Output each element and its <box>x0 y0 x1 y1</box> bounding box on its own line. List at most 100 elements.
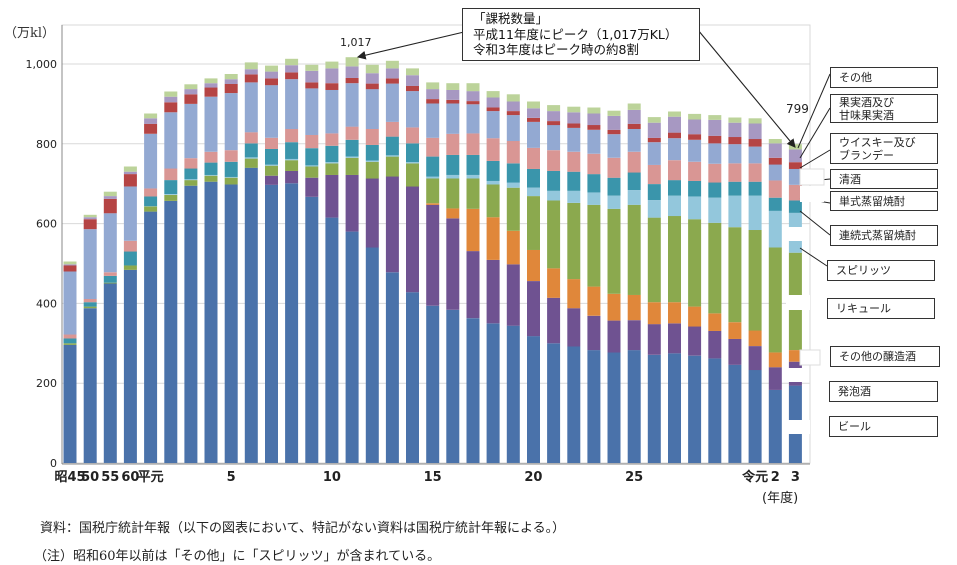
data-label-bg <box>787 227 809 241</box>
bar-segment-9-8 <box>224 79 238 84</box>
bar-segment-7-5 <box>164 112 178 169</box>
bar-segment-4-6 <box>184 179 198 181</box>
legend-label: ブランデー <box>839 148 894 162</box>
legend-happoshu: 発泡酒 <box>829 381 938 402</box>
bar-segment-10-10 <box>265 65 278 72</box>
data-label-bg <box>786 420 810 434</box>
bar-segment-8-2 <box>103 198 117 214</box>
source-note: 資料：国税庁統計年報（以下の図表において、特記がない資料は国税庁統計年報による。… <box>40 521 566 536</box>
x-tick-label: 令元 <box>742 469 768 485</box>
bar-segment-1-10 <box>265 175 278 185</box>
bar-segment-8-0 <box>63 265 77 272</box>
bar-segment-10-21 <box>486 91 500 98</box>
bar-segment-4-21 <box>486 180 500 185</box>
bar-segment-6-15 <box>365 129 379 145</box>
bar-segment-7-2 <box>103 213 117 273</box>
bar-segment-6-14 <box>345 126 359 140</box>
bar-segment-3-11 <box>285 160 299 171</box>
bar-segment-5-22 <box>506 163 520 183</box>
bar-segment-7-15 <box>365 89 379 129</box>
legend-whisky-brandy: ウイスキー及び ブランデー <box>830 133 938 164</box>
bar-segment-1-29 <box>647 324 661 355</box>
bar-segment-0-7 <box>204 181 218 463</box>
bar-segment-0-25 <box>567 346 581 464</box>
y-tick-label: 400 <box>36 297 57 310</box>
bar-segment-5-18 <box>426 156 440 177</box>
bar-segment-7-25 <box>567 127 581 152</box>
bar-segment-0-4 <box>144 211 158 463</box>
bar-segment-8-30 <box>668 132 681 139</box>
data-label-bg <box>788 368 808 382</box>
leader-line-spirits <box>799 247 828 267</box>
bar-segment-3-28 <box>627 204 641 295</box>
bar-segment-8-13 <box>325 83 339 90</box>
bar-segment-7-9 <box>244 82 258 133</box>
bar-segment-8-3 <box>123 174 137 187</box>
bar-segment-6-21 <box>486 138 500 161</box>
legend-renzoku-shochu: 連続式蒸留焼酎 <box>830 225 938 246</box>
x-tick-label: 55 <box>101 470 119 485</box>
bar-segment-2-24 <box>547 268 561 298</box>
bar-segment-3-32 <box>708 222 722 314</box>
bar-segment-0-20 <box>466 318 480 464</box>
x-tick-label: 2 <box>771 470 780 485</box>
bar-segment-8-31 <box>688 134 702 140</box>
bar-segment-6-3 <box>123 240 137 252</box>
bar-segment-9-6 <box>184 89 198 95</box>
bar-segment-7-6 <box>184 103 198 159</box>
y-tick-label: 1,000 <box>26 58 58 71</box>
bar-segment-1-14 <box>345 174 359 232</box>
data-label-bg <box>800 186 824 202</box>
bar-segment-10-35 <box>768 139 782 144</box>
bar-segment-9-28 <box>627 109 641 124</box>
bar-segment-1-19 <box>446 218 460 310</box>
bar-segment-6-24 <box>547 150 561 171</box>
data-label-peak: 1,017 <box>340 36 372 49</box>
bar-segment-0-24 <box>547 343 561 463</box>
bar-segment-10-11 <box>285 58 299 66</box>
bar-segment-7-34 <box>748 146 762 164</box>
bar-segment-6-22 <box>506 141 520 164</box>
bar-segment-10-16 <box>385 60 399 69</box>
bar-segment-8-4 <box>144 123 158 134</box>
bar-segment-6-18 <box>426 137 440 157</box>
bar-segment-4-34 <box>748 195 762 231</box>
bar-segment-0-34 <box>748 370 762 463</box>
bar-segment-10-19 <box>446 83 460 90</box>
bar-segment-0-19 <box>446 309 460 464</box>
bar-segment-9-23 <box>527 108 540 118</box>
bar-segment-3-12 <box>305 166 319 178</box>
legend-other-brewed: その他の醸造酒 <box>830 346 940 367</box>
x-tick-label: 20 <box>524 470 542 485</box>
bar-segment-8-36 <box>788 162 802 169</box>
bar-segment-7-31 <box>688 139 702 162</box>
legend-label: ビール <box>838 420 871 433</box>
bar-segment-6-28 <box>627 151 641 173</box>
bar-segment-6-34 <box>748 163 762 182</box>
bar-segment-0-27 <box>607 352 621 464</box>
bar-segment-9-14 <box>345 66 359 78</box>
bar-segment-1-25 <box>567 308 581 347</box>
bar-segment-3-20 <box>466 178 480 209</box>
bar-segment-9-25 <box>567 112 581 124</box>
bar-segment-5-31 <box>688 180 702 197</box>
leader-line-renzoku <box>799 210 831 236</box>
bar-segment-9-1 <box>83 217 97 220</box>
bar-segment-4-16 <box>385 155 399 157</box>
bar-segment-7-16 <box>385 83 399 122</box>
bar-segment-3-33 <box>728 227 742 323</box>
bar-segment-6-25 <box>567 151 581 172</box>
bar-segment-0-21 <box>486 323 500 464</box>
bar-segment-10-13 <box>325 61 339 69</box>
bar-segment-10-30 <box>668 111 681 117</box>
callout-box: 「課税数量」 平成11年度にピーク（1,017万KL） 令和3年度はピーク時の約… <box>462 8 700 61</box>
bar-segment-8-33 <box>728 137 742 145</box>
bar-segment-6-19 <box>446 133 460 155</box>
bar-segment-10-28 <box>627 103 641 110</box>
bar-segment-6-32 <box>708 163 722 183</box>
y-axis-unit: （万kl） <box>4 26 56 41</box>
bar-segment-6-20 <box>466 133 480 155</box>
bar-segment-3-25 <box>567 202 581 280</box>
bar-segment-8-15 <box>365 83 379 90</box>
